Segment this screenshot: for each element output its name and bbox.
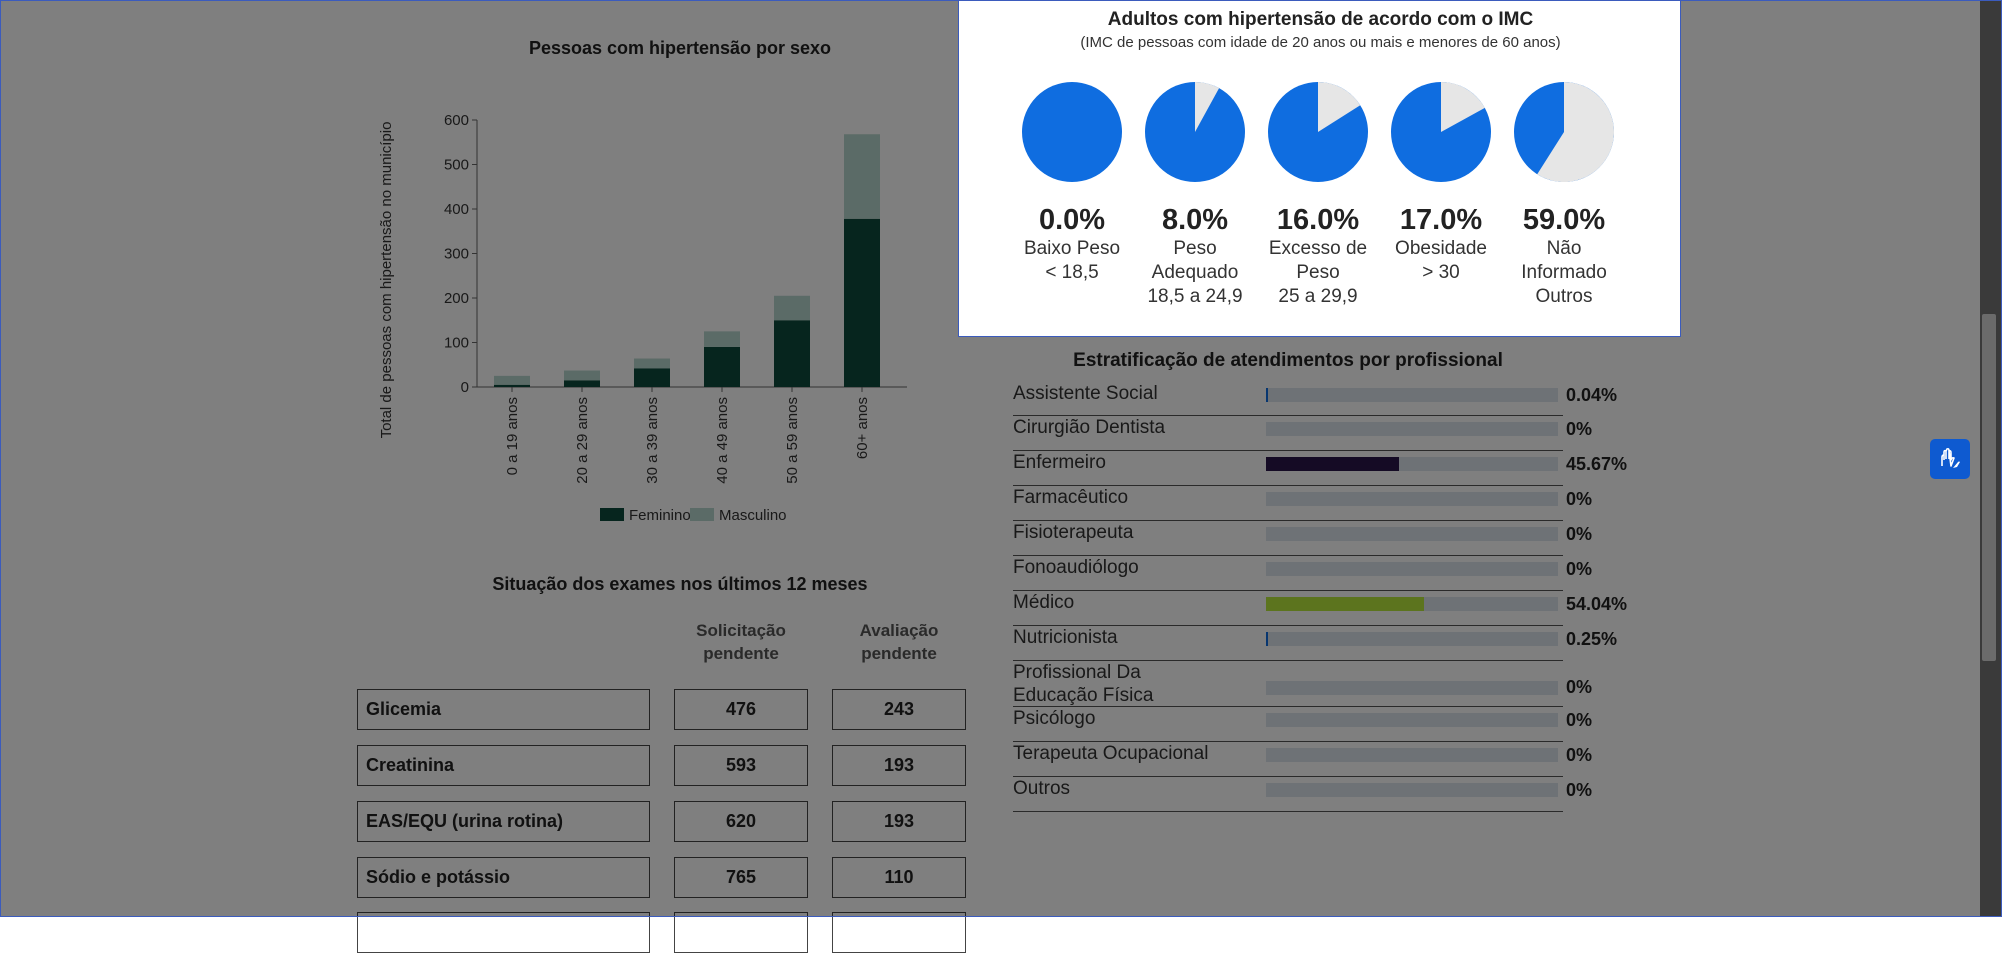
imc-modal-title: Adultos com hipertensão de acordo com o … [1107, 9, 1534, 30]
imc-label: Informado [1521, 262, 1607, 283]
scrollbar-thumb[interactable] [1982, 314, 1996, 661]
imc-label: 18,5 a 24,9 [1147, 286, 1243, 307]
imc-pie-column: 59.0% Não Informado Outros [1494, 80, 1634, 309]
imc-pie-column: 8.0% Peso Adequado 18,5 a 24,9 [1125, 80, 1265, 309]
imc-label: Peso [1296, 262, 1340, 283]
imc-pie-column: 16.0% Excesso de Peso 25 a 29,9 [1248, 80, 1388, 309]
imc-label: > 30 [1422, 262, 1460, 283]
vlibras-accessibility-button[interactable] [1930, 439, 1970, 479]
imc-label: Não [1546, 238, 1582, 259]
imc-pie-column: 0.0% Baixo Peso < 18,5 [1002, 80, 1142, 285]
pie-slice-gray [1195, 82, 1220, 132]
pie-slice-gray [1537, 82, 1614, 182]
imc-pie-column: 17.0% Obesidade > 30 [1371, 80, 1511, 285]
imc-label: 25 a 29,9 [1278, 286, 1358, 307]
pie-slice-gray [1441, 82, 1485, 132]
imc-modal-subtitle: (IMC de pessoas com idade de 20 anos ou … [1080, 34, 1561, 51]
imc-pie-chart [1022, 82, 1122, 182]
imc-percent: 59.0% [1522, 204, 1606, 236]
imc-percent: 8.0% [1161, 204, 1229, 236]
imc-pie-chart [1145, 82, 1245, 182]
imc-label: < 18,5 [1045, 262, 1099, 283]
imc-pie-chart [1391, 82, 1491, 182]
imc-label: Excesso de [1268, 238, 1368, 259]
hands-icon [1941, 447, 1960, 468]
pie-slice-blue [1022, 82, 1122, 182]
imc-percent: 0.0% [1038, 204, 1106, 236]
exam-row-partial [674, 912, 808, 953]
imc-label: Obesidade [1395, 238, 1487, 259]
pie-slice-gray [1318, 82, 1361, 132]
imc-label: Outros [1535, 286, 1593, 307]
imc-modal: Adultos com hipertensão de acordo com o … [958, 0, 1681, 337]
exam-row-partial [357, 912, 650, 953]
imc-label: Peso [1173, 238, 1217, 259]
imc-pie-chart [1514, 82, 1614, 182]
imc-label: Baixo Peso [1023, 238, 1121, 259]
imc-percent: 16.0% [1276, 204, 1360, 236]
imc-pie-chart [1268, 82, 1368, 182]
imc-percent: 17.0% [1399, 204, 1483, 236]
exam-row-partial [832, 912, 966, 953]
imc-label: Adequado [1151, 262, 1239, 283]
